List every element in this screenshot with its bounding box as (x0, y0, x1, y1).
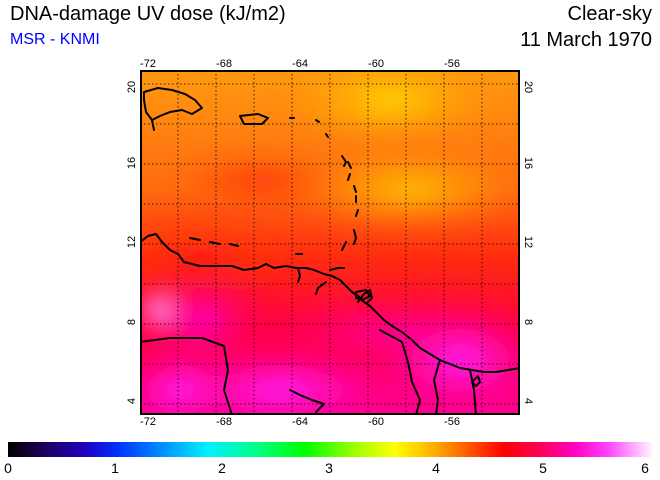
lat-tick-left: 12 (126, 235, 138, 249)
lat-tick-right: 12 (522, 235, 534, 249)
colorbar-label: 2 (218, 460, 226, 476)
lon-tick-bottom: -64 (292, 416, 308, 428)
lat-tick-left: 16 (126, 156, 138, 170)
colorbar-label: 5 (539, 460, 547, 476)
colorbar (8, 442, 652, 457)
colorbar-label: 1 (111, 460, 119, 476)
map-title: DNA-damage UV dose (kJ/m2) (10, 3, 286, 25)
lon-tick-top: -68 (216, 58, 232, 70)
lat-tick-right: 4 (522, 397, 534, 405)
colorbar-label: 3 (325, 460, 333, 476)
colorbar-label: 0 (4, 460, 12, 476)
lat-tick-right: 16 (522, 156, 534, 170)
colorbar-label: 6 (641, 460, 649, 476)
lat-tick-left: 20 (126, 80, 138, 94)
lon-tick-bottom: -56 (444, 416, 460, 428)
coastlines (140, 87, 520, 415)
lon-tick-bottom: -72 (140, 416, 156, 428)
lat-tick-right: 20 (522, 80, 534, 94)
lon-tick-top: -72 (140, 58, 156, 70)
lon-tick-bottom: -60 (368, 416, 384, 428)
lat-tick-left: 8 (126, 318, 138, 326)
colorbar-label: 4 (432, 460, 440, 476)
graticule (140, 70, 520, 415)
lon-tick-bottom: -68 (216, 416, 232, 428)
lon-tick-top: -64 (292, 58, 308, 70)
lon-tick-top: -56 (444, 58, 460, 70)
lon-tick-top: -60 (368, 58, 384, 70)
lat-tick-right: 8 (522, 318, 534, 326)
lat-tick-left: 4 (126, 397, 138, 405)
data-source-label: MSR - KNMI (10, 31, 100, 48)
date-label: 11 March 1970 (520, 29, 652, 51)
map-frame (140, 70, 520, 415)
sky-condition-label: Clear-sky (567, 3, 652, 25)
uv-dose-map (140, 70, 520, 415)
